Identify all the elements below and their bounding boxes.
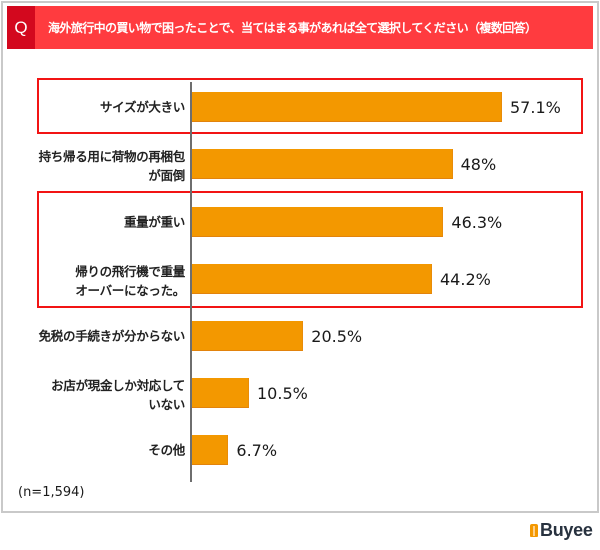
- value-label: 46.3%: [451, 212, 503, 232]
- bar-row: 帰りの飛行機で重量 オーバーになった。 44.2%: [0, 264, 600, 298]
- bar-row: 重量が重い 46.3%: [0, 207, 600, 237]
- category-label-line: お店が現金しか対応して: [51, 378, 185, 393]
- question-title: 海外旅行中の買い物で困ったことで、当てはまる事があれば全て選択してください（複数…: [48, 21, 537, 35]
- brand-name: Buyee: [540, 519, 593, 540]
- question-mark-badge: Q: [7, 6, 35, 49]
- highlight-box-size: [37, 78, 583, 134]
- category-label-line: が面倒: [148, 168, 185, 183]
- category-label-line: 帰りの飛行機で重量: [75, 264, 185, 279]
- bar: [192, 378, 249, 408]
- category-label-line: その他: [148, 442, 185, 458]
- category-label-line: サイズが大きい: [99, 99, 185, 115]
- value-label: 20.5%: [311, 326, 363, 346]
- category-label-line: オーバーになった。: [75, 283, 185, 298]
- category-label-line: 免税の手続きが分からない: [38, 328, 186, 344]
- bar: [192, 435, 229, 465]
- bar: [192, 92, 502, 122]
- category-label: 免税の手続きが分からない: [0, 327, 186, 346]
- bar-row: その他 6.7%: [0, 435, 600, 465]
- category-label: サイズが大きい: [0, 98, 185, 117]
- bar: [192, 207, 444, 237]
- value-label: 6.7%: [236, 440, 278, 460]
- bar-row: サイズが大きい 57.1%: [0, 92, 600, 122]
- bar-row: 免税の手続きが分からない 20.5%: [0, 321, 600, 351]
- highlight-box-weight: [37, 191, 583, 308]
- category-label-line: 重量が重い: [123, 214, 185, 230]
- bar-row: お店が現金しか対応して いない 10.5%: [0, 378, 600, 412]
- bar-row: 持ち帰る用に荷物の再梱包 が面倒 48%: [0, 149, 600, 183]
- category-label-line: 持ち帰る用に荷物の再梱包: [38, 149, 186, 164]
- category-label: その他: [0, 441, 185, 460]
- chart-frame: [1, 1, 599, 513]
- value-label: 44.2%: [440, 269, 491, 289]
- question-header: Q 海外旅行中の買い物で困ったことで、当てはまる事があれば全て選択してください（…: [7, 6, 593, 49]
- category-label: 持ち帰る用に荷物の再梱包 が面倒: [0, 147, 186, 185]
- category-label: 帰りの飛行機で重量 オーバーになった。: [0, 262, 185, 300]
- value-label: 48%: [460, 154, 497, 174]
- category-label-line: いない: [148, 397, 185, 412]
- bar: [192, 149, 453, 179]
- sample-size-note: (n=1,594): [18, 485, 85, 500]
- y-axis-line: [190, 82, 192, 482]
- value-label: 10.5%: [257, 383, 308, 403]
- category-label: 重量が重い: [0, 213, 185, 232]
- bar: [192, 264, 432, 294]
- bar: [192, 321, 304, 351]
- category-label: お店が現金しか対応して いない: [0, 376, 185, 414]
- shopping-bag-icon: [530, 523, 538, 537]
- brand-logo: Buyee: [530, 520, 593, 540]
- value-label: 57.1%: [510, 97, 561, 117]
